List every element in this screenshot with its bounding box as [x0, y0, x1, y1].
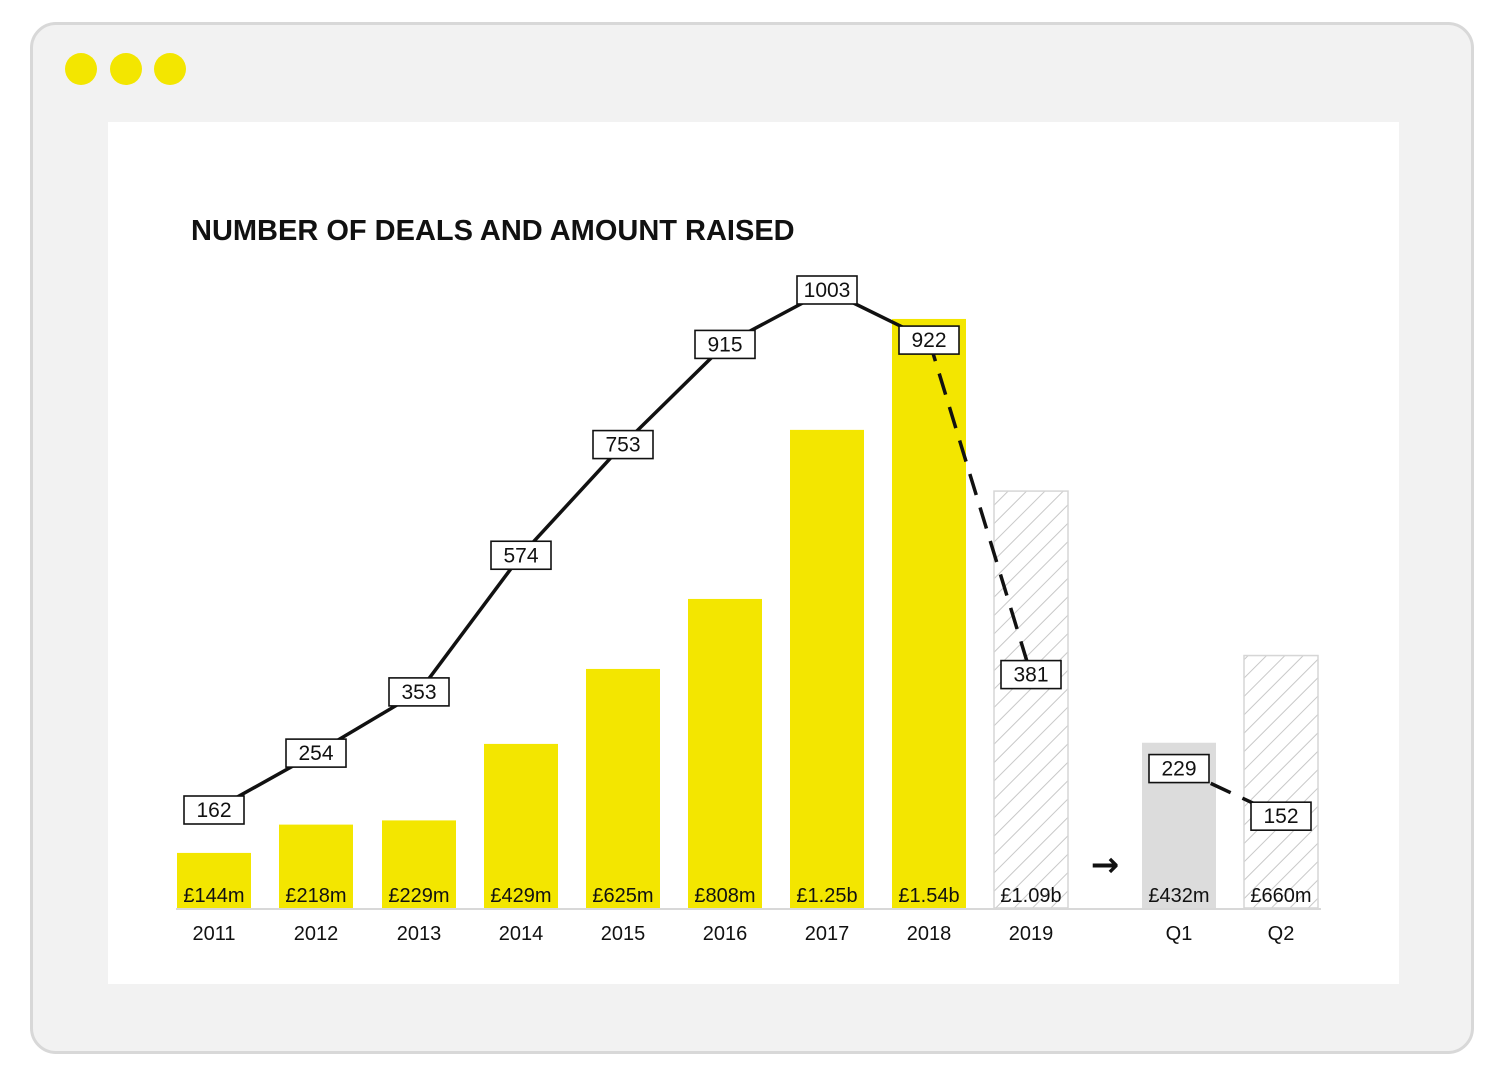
x-tick-label-2015: 2015 — [601, 923, 646, 945]
chart-title: NUMBER OF DEALS AND AMOUNT RAISED — [191, 215, 795, 247]
bar-value-label-2014: £429m — [490, 885, 551, 907]
bar-2013 — [382, 820, 456, 908]
deals-point-2015: 753 — [592, 429, 654, 460]
deals-label-2014: 574 — [503, 544, 538, 567]
deals-point-2014: 574 — [490, 540, 552, 571]
bar-value-label-2016: £808m — [694, 885, 755, 907]
deals-box-2012 — [285, 738, 347, 768]
bar-value-label-Q2: £660m — [1250, 885, 1311, 907]
deals-line-segment-2018-2019 — [927, 339, 1033, 676]
x-tick-label-2018: 2018 — [907, 923, 952, 945]
bar-2019 — [993, 490, 1069, 909]
deals-label-2015: 753 — [605, 434, 640, 457]
bar-2012 — [279, 824, 353, 908]
deals-point-Q2: 152 — [1250, 801, 1312, 831]
x-tick-label-Q2: Q2 — [1268, 923, 1295, 945]
x-tick-label-2014: 2014 — [499, 923, 544, 945]
x-tick-label-2012: 2012 — [294, 923, 339, 945]
deals-line-segment-2014-2015 — [519, 443, 625, 557]
bar-value-label-2011: £144m — [183, 885, 244, 907]
deals-label-2019: 381 — [1013, 664, 1048, 687]
deals-point-2011: 162 — [183, 795, 245, 825]
bar-value-label-2019: £1.09b — [1000, 885, 1061, 907]
deals-box-2013 — [388, 677, 450, 707]
deals-point-2018: 922 — [898, 325, 960, 355]
bar-value-label-2018: £1.54b — [898, 885, 959, 907]
bar-2011 — [177, 852, 251, 908]
deals-box-2019 — [1000, 659, 1062, 690]
bar-2015 — [586, 668, 660, 908]
deals-box-2016 — [694, 329, 756, 360]
deals-line-segment-2015-2016 — [621, 343, 727, 446]
deals-line-segment-2013-2014 — [417, 554, 523, 693]
deals-box-2017 — [796, 275, 858, 305]
deals-point-2013: 353 — [388, 677, 450, 707]
bar-2016 — [688, 598, 762, 908]
bar-value-label-2013: £229m — [388, 885, 449, 907]
deals-box-2015 — [592, 429, 654, 460]
deals-point-2017: 1003 — [796, 275, 858, 305]
x-tick-label-2017: 2017 — [805, 923, 850, 945]
deals-box-2018 — [898, 325, 960, 355]
deals-box-Q2 — [1250, 801, 1312, 831]
bar-2018 — [892, 318, 966, 908]
chart-svg: NUMBER OF DEALS AND AMOUNT RAISED £144m £… — [176, 215, 1321, 945]
deals-point-2019: 381 — [1000, 659, 1062, 690]
arrow-right-icon: → — [1091, 845, 1120, 885]
deals-label-Q2: 152 — [1263, 805, 1298, 828]
deals-label-2018: 922 — [911, 329, 946, 352]
window-dot-1 — [65, 53, 97, 85]
x-tick-label-2011: 2011 — [192, 923, 235, 945]
deals-label-Q1: 229 — [1161, 758, 1196, 781]
bar-value-label-Q1: £432m — [1148, 885, 1209, 907]
deals-box-2011 — [183, 795, 245, 825]
bar-2017 — [790, 429, 864, 908]
window-dot-3 — [154, 53, 186, 85]
bar-2014 — [484, 743, 558, 908]
deals-box-2014 — [490, 540, 552, 571]
deals-label-2013: 353 — [401, 681, 436, 704]
x-tick-label-2013: 2013 — [397, 923, 442, 945]
x-tick-label-Q1: Q1 — [1166, 923, 1193, 945]
chart-panel: NUMBER OF DEALS AND AMOUNT RAISED £144m £… — [108, 122, 1399, 984]
window-frame: NUMBER OF DEALS AND AMOUNT RAISED £144m £… — [30, 22, 1474, 1054]
bar-value-label-2017: £1.25b — [796, 885, 857, 907]
deals-point-2016: 915 — [694, 329, 756, 360]
x-tick-label-2019: 2019 — [1009, 923, 1054, 945]
deals-label-2012: 254 — [298, 742, 333, 765]
window-dot-2 — [110, 53, 142, 85]
bar-value-label-2015: £625m — [592, 885, 653, 907]
deals-label-2011: 162 — [196, 799, 231, 822]
deals-point-Q1: 229 — [1148, 753, 1210, 784]
bar-value-label-2012: £218m — [285, 885, 346, 907]
deals-point-2012: 254 — [285, 738, 347, 768]
x-tick-label-2016: 2016 — [703, 923, 748, 945]
bar-Q2 — [1243, 654, 1319, 909]
deals-box-Q1 — [1148, 753, 1210, 784]
deals-label-2017: 1003 — [804, 279, 851, 302]
deals-label-2016: 915 — [707, 333, 742, 356]
